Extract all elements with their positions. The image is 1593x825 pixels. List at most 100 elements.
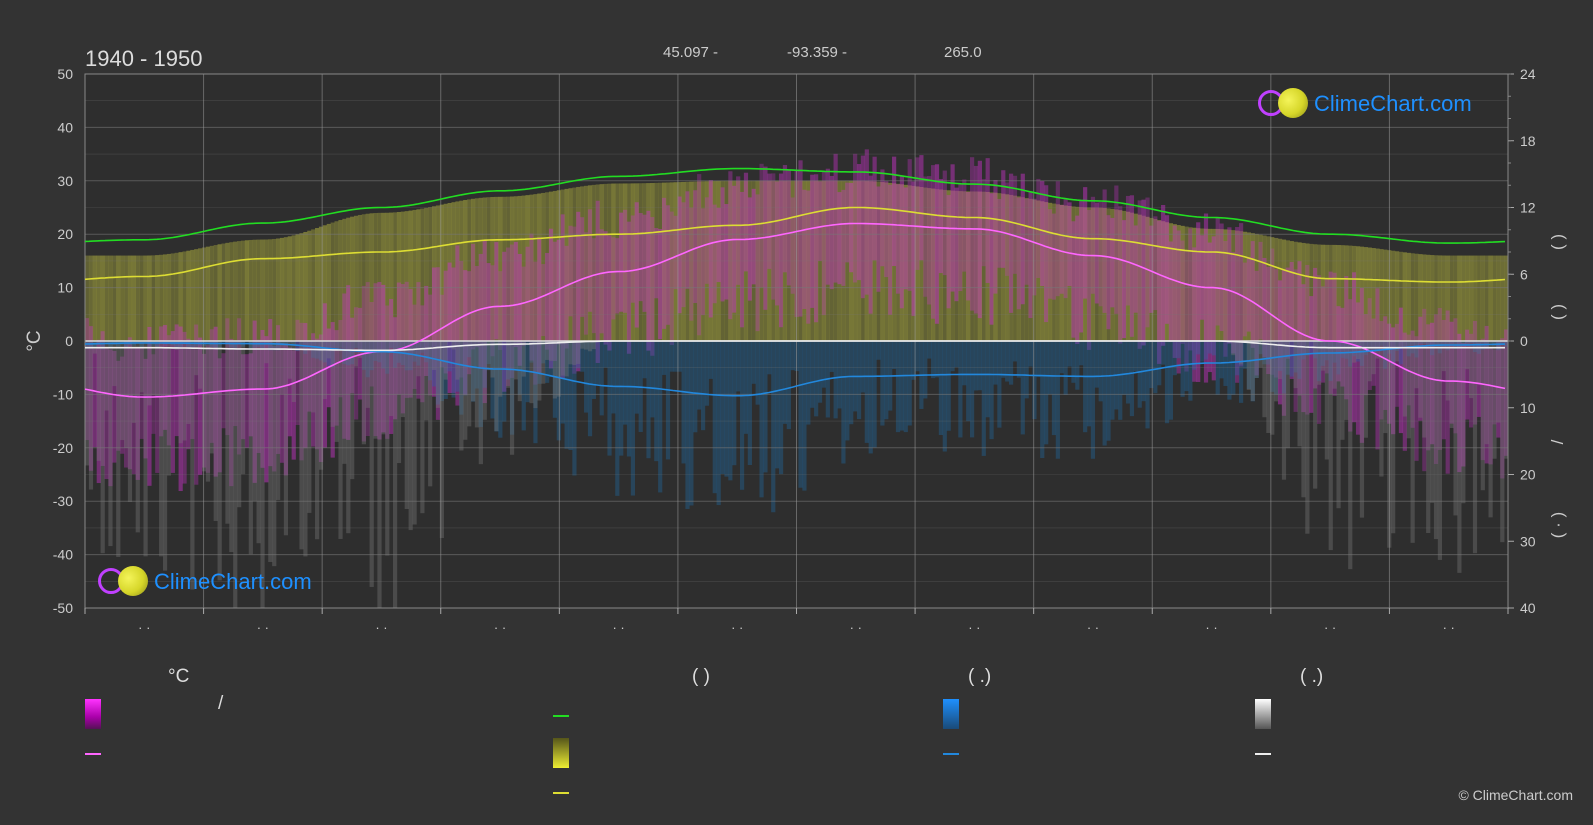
snow-day-bar: [1270, 341, 1275, 435]
sunshine-day-bar: [1250, 233, 1255, 341]
sunshine-day-bar: [104, 255, 109, 341]
sunshine-day-bar: [151, 255, 156, 341]
sunshine-day-bar: [587, 185, 593, 341]
sunshine-day-bar: [720, 180, 725, 341]
temperature-day-bar: [786, 169, 791, 286]
snow-day-bar: [1476, 341, 1482, 385]
temperature-day-bar: [778, 173, 784, 328]
sunshine-day-bar: [864, 181, 869, 341]
temperature-day-bar: [92, 348, 97, 448]
sunshine-day-bar: [1371, 248, 1376, 341]
sunshine-day-bar: [619, 183, 624, 341]
snow-day-bar: [127, 341, 133, 502]
sunshine-day-bar: [424, 207, 429, 341]
rain-day-bar: [330, 341, 335, 368]
sunshine-day-bar: [958, 191, 963, 341]
temperature-day-bar: [1274, 269, 1279, 378]
snow-day-bar: [1422, 341, 1427, 438]
snow-day-bar: [467, 341, 472, 427]
rain-day-bar: [1277, 341, 1283, 371]
temperature-day-bar: [229, 338, 234, 487]
sunshine-day-bar: [603, 183, 608, 341]
rain-day-bar: [1075, 341, 1080, 390]
rain-day-bar: [420, 341, 425, 353]
rain-day-bar: [1063, 341, 1068, 395]
sunshine-day-bar: [1355, 246, 1361, 341]
temperature-day-bar: [1083, 187, 1088, 299]
sunshine-day-bar: [455, 201, 460, 341]
sunshine-day-bar: [88, 255, 94, 341]
temperature-day-bar: [494, 242, 499, 340]
temperature-day-bar: [1453, 318, 1458, 434]
rain-day-bar: [880, 341, 885, 426]
rain-day-bar: [810, 341, 815, 408]
temperature-day-bar: [1184, 250, 1189, 372]
rain-day-bar: [1196, 341, 1201, 355]
rain-day-bar: [225, 341, 230, 344]
temperature-day-bar: [1402, 332, 1407, 451]
temperature-day-bar: [1246, 256, 1251, 332]
y-tick-label-right: 18: [1520, 133, 1536, 149]
temperature-day-bar: [1461, 342, 1466, 467]
temperature-day-bar: [907, 159, 912, 291]
temperature-day-bar: [1313, 267, 1318, 389]
temperature-day-bar: [1040, 180, 1045, 287]
sunshine-day-bar: [1129, 212, 1135, 341]
temperature-day-bar: [1211, 236, 1216, 381]
sunshine-day-bar: [276, 238, 281, 341]
snow-day-bar: [1391, 341, 1396, 534]
rain-day-bar: [950, 341, 955, 372]
sunshine-day-bar: [1188, 227, 1193, 341]
snow-day-bar: [1277, 341, 1283, 380]
y-axis-label-right: ( · ): [1548, 512, 1567, 538]
sunshine-day-bar: [1196, 228, 1201, 341]
snow-day-bar: [209, 341, 214, 454]
sunshine-day-bar: [1469, 255, 1474, 341]
sunshine-day-bar: [977, 191, 982, 341]
rain-day-bar: [467, 341, 472, 358]
climechart-logo-bottom[interactable]: ClimeChart.com: [96, 565, 312, 599]
temperature-day-bar: [856, 164, 862, 281]
snow-day-bar: [233, 341, 238, 608]
snow-day-bar: [198, 341, 203, 389]
sunshine-day-bar: [1492, 255, 1497, 341]
rain-day-bar: [985, 341, 990, 418]
snow-day-bar: [1433, 341, 1439, 540]
sunshine-day-bar: [548, 191, 554, 341]
snow-day-bar: [1465, 341, 1470, 370]
rain-day-bar: [392, 341, 398, 368]
rain-day-bar: [837, 341, 842, 409]
x-tick-label: · ·: [968, 620, 980, 635]
climechart-logo-top[interactable]: ClimeChart.com: [1256, 87, 1472, 121]
temperature-day-bar: [1242, 262, 1248, 337]
temperature-day-bar: [661, 197, 667, 329]
temperature-day-bar: [291, 350, 296, 460]
temperature-day-bar: [299, 322, 304, 461]
rain-day-bar: [287, 341, 292, 343]
temperature-day-bar: [1305, 264, 1310, 415]
rain-day-bar: [1340, 341, 1345, 358]
sunshine-day-bar: [841, 180, 846, 341]
temperature-day-bar: [225, 318, 230, 436]
snow-day-bar: [490, 341, 495, 378]
rain-day-bar: [1371, 341, 1376, 351]
snow-day-bar: [1355, 341, 1361, 359]
x-tick-label: · ·: [257, 620, 269, 635]
rain-day-bar: [814, 341, 819, 417]
temperature-day-bar: [1137, 200, 1142, 349]
temperature-day-bar: [630, 215, 636, 303]
temperature-day-bar: [849, 182, 854, 273]
temperature-day-bar: [790, 197, 795, 294]
temperature-day-bar: [303, 323, 308, 449]
temperature-day-bar: [233, 340, 238, 427]
temperature-day-bar: [888, 184, 893, 315]
temperature-day-bar: [517, 253, 522, 366]
sunshine-line: [84, 206, 1506, 283]
sunshine-day-bar: [1223, 229, 1228, 341]
snow-day-bar: [412, 341, 417, 525]
rain-day-bar: [1040, 341, 1045, 459]
sunshine-day-bar: [330, 222, 335, 341]
y-tick-label-right: 6: [1520, 266, 1528, 282]
rain-day-bar: [545, 341, 550, 383]
rain-day-bar: [915, 341, 920, 372]
